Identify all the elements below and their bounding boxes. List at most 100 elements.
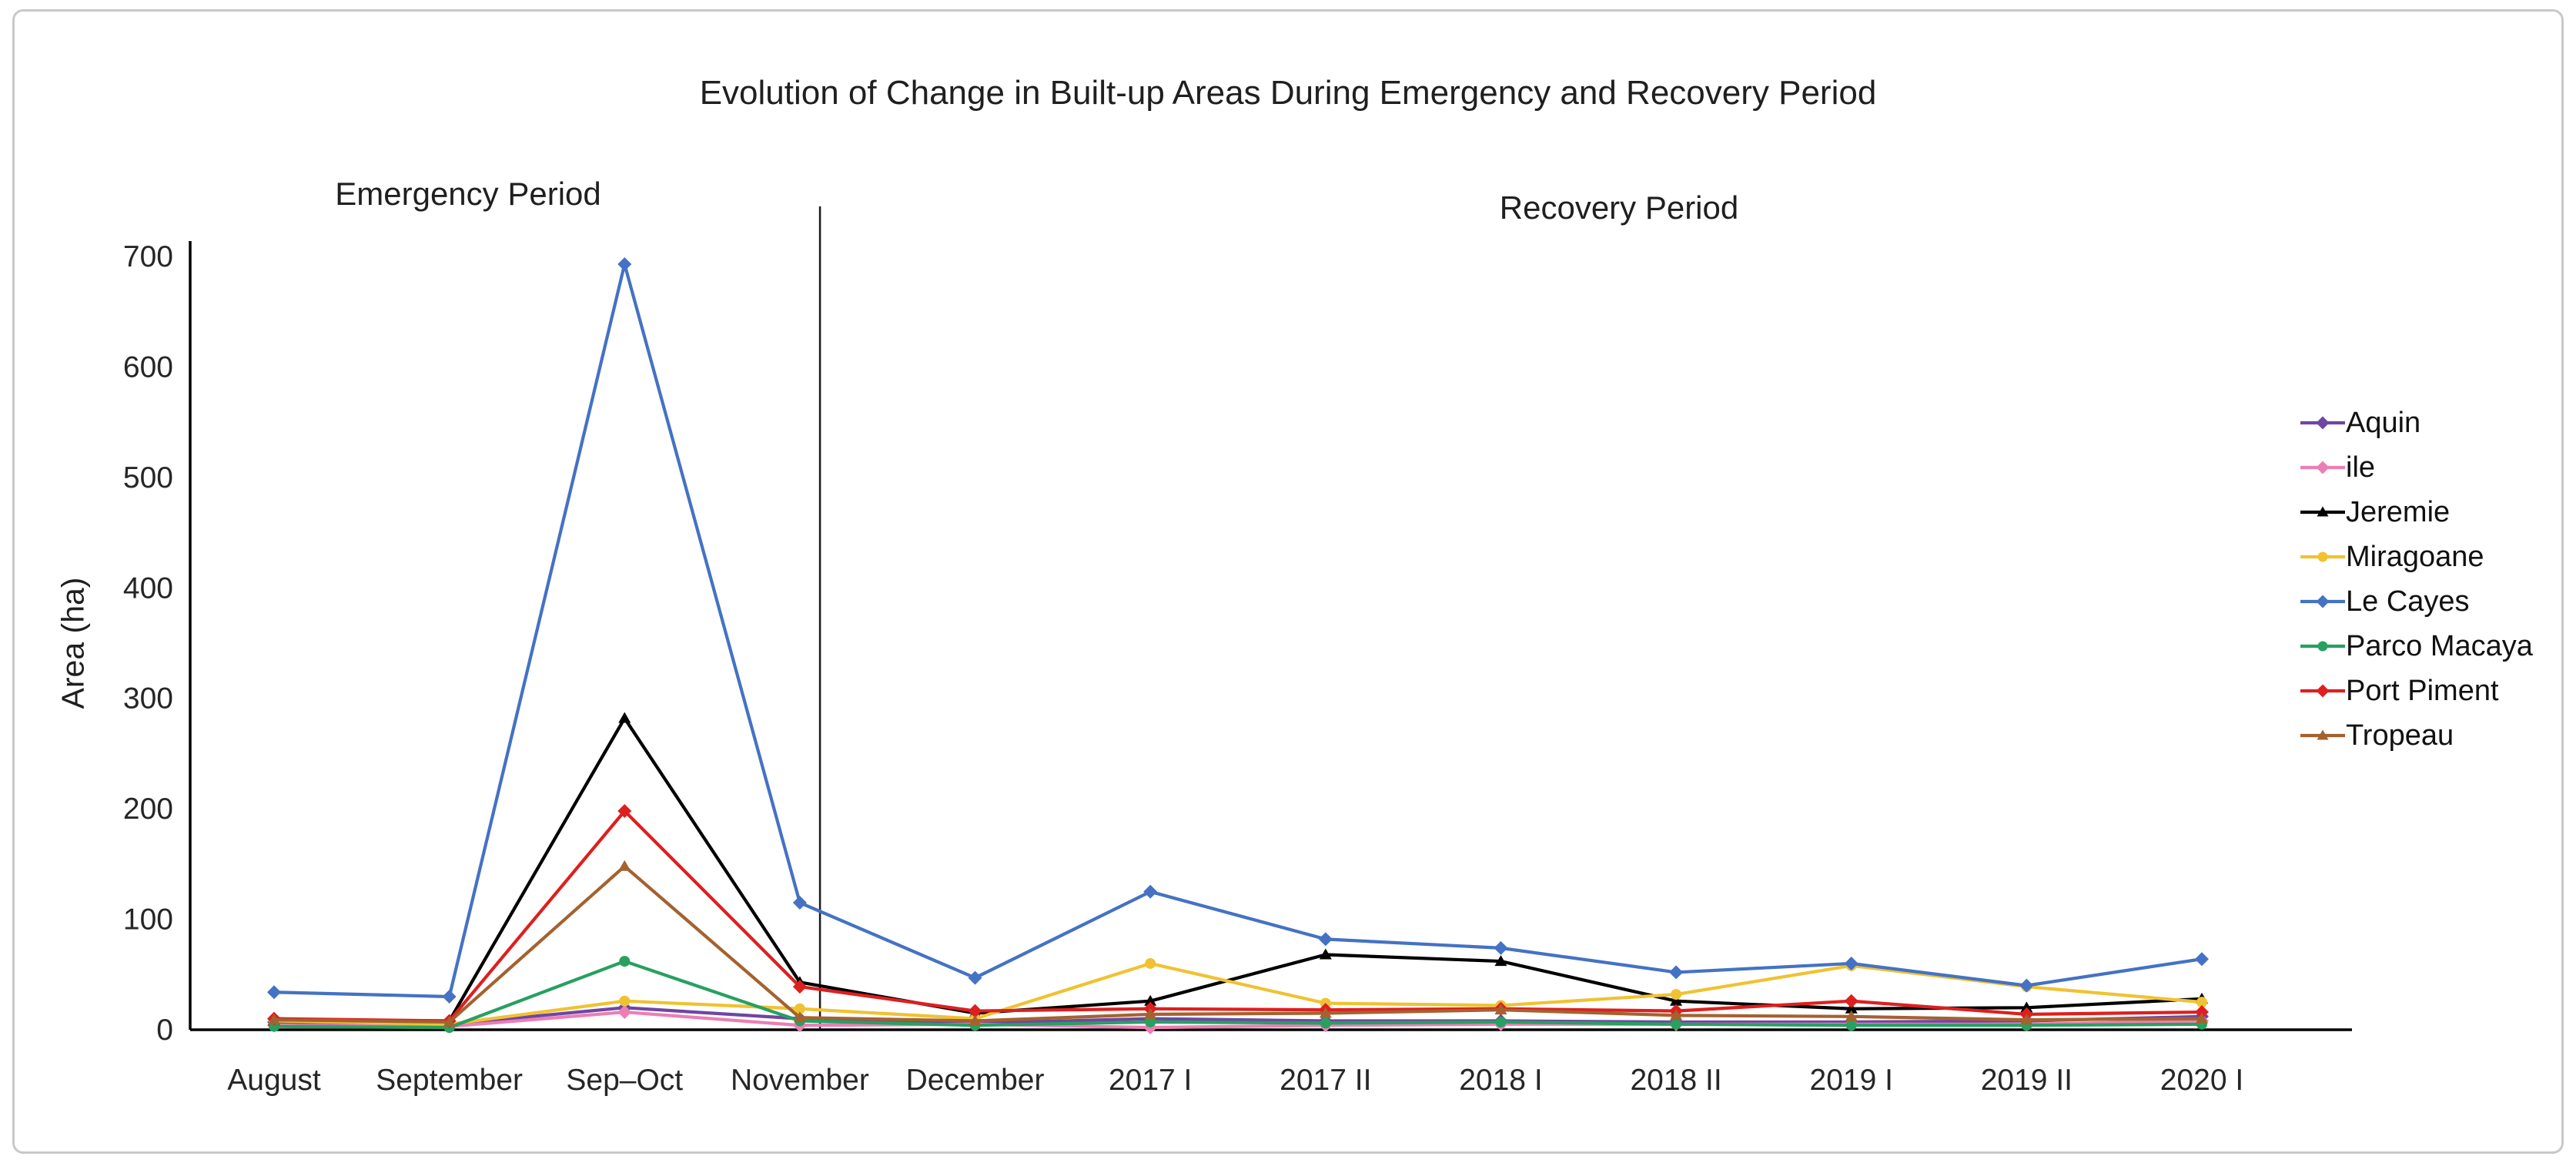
data-point-marker [619,956,631,967]
data-point-marker [792,980,807,994]
x-tick-label: 2020 I [2160,1064,2243,1097]
data-point-marker [1845,1020,1857,1031]
x-tick-label: Sep–Oct [566,1064,683,1097]
x-tick-label: 2019 II [1981,1064,2073,1097]
data-point-marker [2317,506,2329,517]
data-point-marker [1320,1017,1331,1029]
y-tick-label-600: 600 [123,350,173,384]
data-point-marker [1319,1007,1332,1018]
x-tick-label: 2017 I [1109,1064,1192,1097]
data-point-marker [1845,1010,1858,1021]
data-point-marker [2317,641,2328,652]
data-point-marker [617,257,632,272]
data-point-marker [2195,1005,2209,1020]
legend-label: Jeremie [2346,495,2451,528]
y-tick-label-300: 300 [123,682,173,716]
legend-item-ile: ile [2300,445,2533,490]
legend-label: Parco Macaya [2346,629,2533,662]
series-jeremie [268,712,2208,1026]
y-tick-label-0: 0 [156,1014,173,1047]
series-line [272,864,2204,1024]
legend-marker-circle [2300,641,2345,652]
legend-item-parco-macaya: Parco Macaya [2300,624,2533,669]
data-point-marker [1670,1009,1683,1021]
legend-item-tropeau: Tropeau [2300,713,2533,758]
data-point-marker [1144,994,1157,1006]
legend-marker-diamond [2300,595,2345,608]
data-point-marker [1495,1016,1507,1027]
data-point-marker [1845,1002,1858,1014]
data-point-marker [2317,551,2328,562]
data-point-marker [619,995,631,1007]
legend-item-jeremie: Jeremie [2300,490,2533,535]
legend: Aquin ile Jeremie Miragoane Le Cayes Parco Ma… [2300,401,2533,758]
series-line [272,1006,2204,1026]
data-point-marker [1143,884,1158,899]
series-line [272,262,2204,999]
data-point-marker [2195,952,2209,967]
y-tick-label-700: 700 [123,240,173,273]
series-line [272,716,2204,1023]
legend-label: Aquin [2346,406,2421,439]
data-point-marker [793,1011,806,1023]
data-point-marker [617,804,632,819]
data-point-marker [268,1014,280,1025]
x-tick-label: December [906,1064,1045,1097]
data-point-marker [2316,416,2330,430]
data-point-marker [1145,957,1156,969]
series-line [272,961,2204,1026]
legend-label: Miragoane [2346,540,2484,573]
data-point-marker [1494,940,1508,955]
legend-marker-circle [2300,551,2345,562]
recovery-period-label: Recovery Period [1499,189,1739,226]
data-point-marker [267,985,281,1000]
data-point-marker [1671,989,1682,1000]
data-point-marker [794,1003,805,1014]
legend-label: ile [2346,451,2376,484]
data-point-marker [1669,965,1684,980]
legend-item-aquin: Aquin [2300,401,2533,445]
y-tick-label-200: 200 [123,793,173,826]
y-tick-label-100: 100 [123,903,173,937]
legend-marker-diamond [2300,461,2345,474]
data-point-marker [1494,1004,1507,1015]
data-point-marker [2316,684,2330,698]
data-point-marker [968,970,982,985]
legend-item-miragoane: Miragoane [2300,535,2533,579]
data-point-marker [2019,978,2034,993]
data-point-marker [969,1014,982,1026]
data-point-marker [2196,997,2207,1008]
emergency-period-label: Emergency Period [335,176,601,212]
data-point-marker [1319,948,1332,960]
series-le-cayes [267,257,2209,1004]
data-point-marker [618,860,631,871]
chart-title: Evolution of Change in Built-up Areas Du… [699,74,1877,112]
data-point-marker [1671,1018,1682,1030]
x-tick-label: August [227,1064,321,1097]
data-point-marker [443,1015,456,1027]
data-point-marker [442,989,457,1004]
data-point-marker [618,712,631,723]
data-point-marker [2317,729,2329,740]
data-point-marker [617,1005,632,1020]
data-point-marker [1670,994,1683,1006]
data-point-marker [1145,1016,1156,1027]
data-point-marker [2020,1014,2033,1025]
legend-marker-triangle [2300,506,2345,517]
legend-label: Port Piment [2346,674,2499,707]
legend-marker-triangle [2300,729,2345,740]
x-tick-label: November [731,1064,869,1097]
legend-marker-diamond [2300,684,2345,698]
data-point-marker [968,1004,982,1018]
legend-label: Tropeau [2346,719,2454,752]
legend-item-port-piment: Port Piment [2300,669,2533,713]
y-tick-label-400: 400 [123,571,173,605]
data-point-marker [1318,932,1333,947]
data-point-marker [1844,956,1858,970]
data-point-marker [1144,1007,1157,1019]
data-point-marker [2316,595,2330,608]
legend-item-le-cayes: Le Cayes [2300,579,2533,624]
data-point-marker [2196,1012,2208,1024]
x-tick-label: 2018 I [1459,1064,1542,1097]
